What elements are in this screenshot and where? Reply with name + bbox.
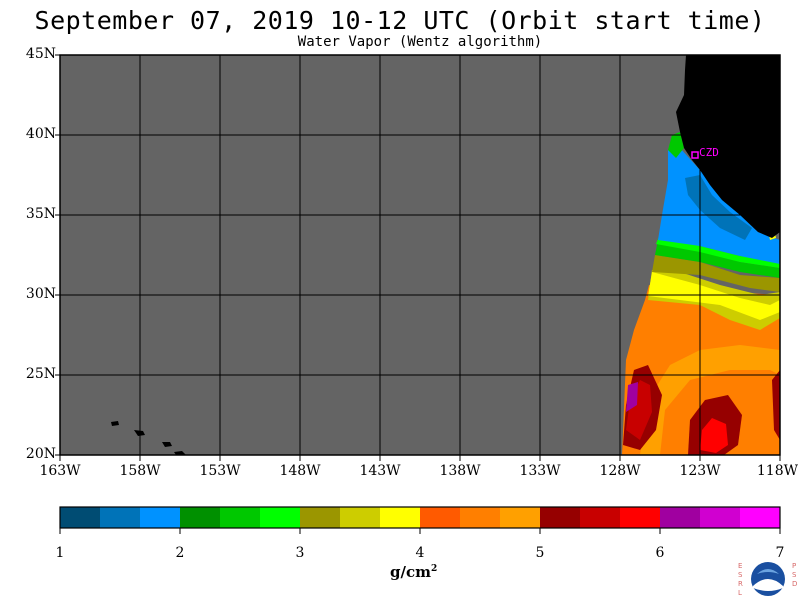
wv-band-green-north	[668, 132, 684, 158]
page-subtitle: Water Vapor (Wentz algorithm)	[297, 34, 543, 50]
axis-ticks	[55, 54, 781, 461]
colorbar-tick-label: 7	[775, 545, 785, 561]
noaa-logo-bird	[757, 569, 779, 574]
island-hawaii	[174, 451, 186, 455]
colorbar-tick-label: 1	[55, 545, 65, 561]
colorbar-swatch	[180, 507, 221, 528]
colorbar-units: g/cm2	[390, 563, 437, 581]
colorbar-swatch	[500, 507, 541, 528]
colorbar-tick-label: 4	[415, 545, 425, 561]
colorbar-tick-label: 5	[535, 545, 545, 561]
noaa-logo-wave	[753, 579, 783, 591]
colorbar-border	[59, 506, 781, 529]
colorbar-swatch	[220, 507, 261, 528]
lon-label: 158W	[119, 463, 161, 479]
map-content	[111, 55, 780, 455]
lat-label: 35N	[25, 206, 56, 222]
lat-label: 25N	[25, 366, 56, 382]
colorbar-swatch	[260, 507, 301, 528]
wv-band-darkred-edge	[772, 370, 780, 440]
logo-letter: R	[738, 580, 743, 588]
colorbar-swatch	[620, 507, 661, 528]
lat-label: 20N	[25, 446, 56, 462]
lon-label: 118W	[756, 463, 798, 479]
lat-label: 30N	[25, 286, 56, 302]
colorbar-tick-label: 3	[295, 545, 305, 561]
page-title: September 07, 2019 10-12 UTC (Orbit star…	[34, 6, 766, 35]
station-label: CZD	[699, 146, 719, 159]
wv-band-yellow	[648, 272, 780, 320]
wv-band-magenta	[626, 382, 638, 412]
colorbar-swatch	[660, 507, 701, 528]
lon-label: 138W	[439, 463, 481, 479]
lon-label: 143W	[359, 463, 401, 479]
units-text: g/cm	[390, 563, 431, 581]
colorbar-swatch	[340, 507, 381, 528]
colorbar-tick-label: 2	[175, 545, 185, 561]
logo-letter: S	[738, 571, 743, 579]
lat-label: 45N	[25, 46, 56, 62]
units-exponent: 2	[430, 564, 438, 574]
lon-label: 133W	[519, 463, 561, 479]
map-border	[59, 54, 781, 456]
logo-letter: P	[792, 562, 797, 570]
wv-band-medium-blue	[685, 175, 752, 240]
colorbar-swatch	[100, 507, 141, 528]
colorbar-tick-label: 6	[655, 545, 665, 561]
colorbar-swatch	[580, 507, 621, 528]
logo-letter: L	[738, 589, 742, 597]
colorbar-swatch	[700, 507, 741, 528]
colorbar-swatch	[540, 507, 581, 528]
lat-label: 40N	[25, 126, 56, 142]
logo-letter: S	[792, 571, 797, 579]
colorbar-swatch	[740, 507, 781, 528]
lon-label: 123W	[679, 463, 721, 479]
colorbar-swatch	[380, 507, 421, 528]
station-marker	[691, 151, 699, 159]
island-maui	[162, 442, 172, 447]
colorbar	[59, 507, 781, 534]
logo-letter: D	[792, 580, 798, 588]
lon-label: 128W	[599, 463, 641, 479]
colorbar-swatch	[140, 507, 181, 528]
land-mass	[676, 55, 780, 238]
lon-label: 148W	[279, 463, 321, 479]
logo-letter: E	[738, 562, 743, 570]
wv-band-red-east	[700, 418, 728, 453]
colorbar-swatch	[300, 507, 341, 528]
lon-label: 163W	[39, 463, 81, 479]
colorbar-swatch	[460, 507, 501, 528]
wv-band-olive	[652, 255, 780, 292]
graticule	[60, 55, 780, 455]
colorbar-swatch	[60, 507, 101, 528]
colorbar-swatch	[420, 507, 461, 528]
lon-label: 153W	[199, 463, 241, 479]
island-kauai	[111, 421, 119, 426]
